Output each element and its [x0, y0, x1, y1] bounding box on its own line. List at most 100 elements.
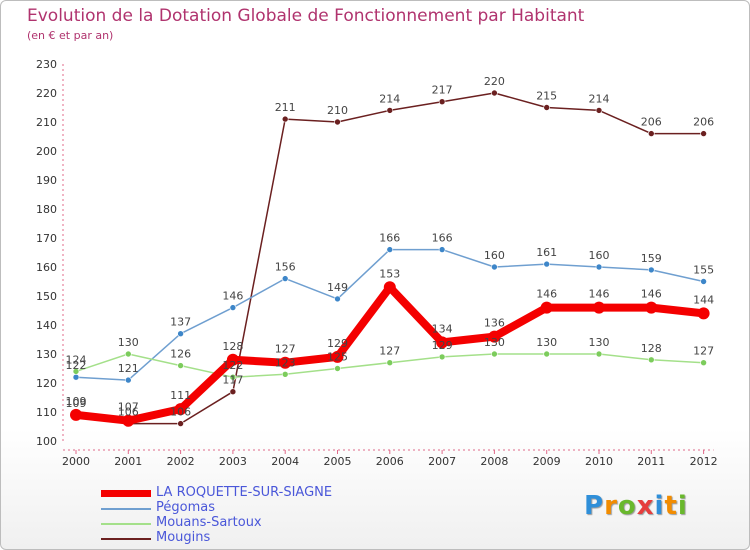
- data-label: 128: [641, 342, 662, 355]
- data-label: 220: [484, 75, 505, 88]
- x-tick-label: 2008: [480, 455, 508, 468]
- data-label: 128: [222, 340, 243, 353]
- data-point: [229, 388, 237, 396]
- x-tick-label: 2002: [167, 455, 195, 468]
- x-tick-label: 2009: [533, 455, 561, 468]
- data-label: 214: [379, 92, 400, 105]
- data-point: [488, 330, 501, 343]
- data-point: [438, 246, 446, 253]
- logo-letter: P: [584, 491, 605, 521]
- data-label: 155: [693, 264, 714, 277]
- data-point: [386, 107, 394, 114]
- y-tick-label: 110: [36, 406, 57, 419]
- data-label: 127: [693, 345, 714, 358]
- data-label: 106: [118, 406, 139, 419]
- data-label: 206: [693, 116, 714, 129]
- data-label: 206: [641, 116, 662, 129]
- data-label: 136: [484, 317, 505, 330]
- data-point: [229, 304, 237, 311]
- data-label: 215: [536, 90, 557, 103]
- data-label: 149: [327, 281, 348, 294]
- data-label: 146: [641, 288, 662, 301]
- y-tick-label: 160: [36, 261, 57, 274]
- x-tick-label: 2000: [62, 455, 90, 468]
- data-point: [491, 263, 498, 271]
- data-point: [281, 115, 289, 123]
- data-point: [645, 301, 658, 314]
- data-label: 123: [275, 356, 296, 369]
- y-tick-label: 120: [36, 377, 57, 390]
- data-label: 126: [170, 348, 191, 361]
- y-tick-label: 130: [36, 348, 57, 361]
- y-tick-label: 100: [36, 435, 57, 448]
- data-point: [386, 359, 394, 367]
- series-mougins: [72, 89, 707, 427]
- data-label: 125: [327, 351, 348, 364]
- data-point: [70, 408, 82, 421]
- data-label: 210: [327, 104, 348, 117]
- series-la-roquette-sur-siagne: [70, 281, 710, 427]
- y-tick-label: 190: [36, 174, 57, 187]
- chart-subtitle: (en € et par an): [27, 29, 114, 42]
- data-label: 130: [484, 336, 505, 349]
- data-point: [177, 330, 184, 338]
- data-label: 144: [693, 293, 714, 306]
- data-label: 127: [379, 345, 400, 358]
- data-label: 122: [66, 359, 87, 372]
- data-point: [697, 307, 710, 320]
- legend-swatch: [101, 538, 151, 540]
- series-layer: [70, 89, 710, 427]
- data-label: 130: [118, 336, 139, 349]
- data-point: [491, 89, 498, 97]
- legend-label: Mouans-Sartoux: [156, 515, 262, 530]
- legend-swatch: [101, 508, 151, 510]
- data-label: 153: [379, 267, 400, 280]
- data-label: 146: [222, 290, 243, 303]
- x-tick-label: 2003: [219, 455, 247, 468]
- x-tick-label: 2011: [637, 455, 665, 468]
- data-label: 166: [379, 232, 400, 245]
- data-point: [700, 278, 707, 285]
- series-p-gomas: [72, 246, 707, 384]
- data-label: 217: [432, 84, 453, 97]
- chart-axes: 100 110 120 130 140 150 160 170 180 190 200 210 220 2…: [36, 58, 718, 468]
- x-tick-label: 2010: [585, 455, 613, 468]
- data-point: [543, 350, 551, 358]
- data-point: [331, 350, 344, 363]
- logo-letter: r: [604, 491, 618, 521]
- legend-swatch: [101, 490, 151, 497]
- data-point: [438, 98, 446, 105]
- data-label: 127: [275, 343, 296, 356]
- data-point: [125, 350, 132, 358]
- data-point: [647, 130, 655, 137]
- data-label: 137: [170, 316, 191, 329]
- data-point: [229, 373, 237, 381]
- y-tick-label: 150: [36, 290, 57, 303]
- data-point: [279, 356, 292, 369]
- data-point: [125, 376, 132, 384]
- data-point: [438, 353, 446, 361]
- data-label: 214: [589, 92, 610, 105]
- data-point: [436, 336, 449, 349]
- logo-letter: t: [664, 491, 678, 521]
- data-point: [383, 281, 396, 294]
- data-label: 211: [275, 101, 296, 114]
- logo-letter: o: [617, 491, 637, 521]
- data-label: 160: [589, 249, 610, 262]
- data-label: 106: [170, 406, 191, 419]
- data-label: 159: [641, 252, 662, 265]
- data-point: [177, 362, 184, 369]
- data-label: 111: [170, 389, 191, 402]
- y-tick-label: 230: [36, 58, 57, 71]
- data-point: [334, 295, 341, 303]
- data-point: [72, 368, 80, 375]
- y-tick-label: 180: [36, 203, 57, 216]
- data-point: [281, 275, 289, 282]
- data-label-layer: 109 106 106 117 211 210 214 217 220 215 214 206 206 1…: [66, 75, 715, 419]
- data-label: 130: [536, 336, 557, 349]
- y-tick-label: 220: [36, 87, 57, 100]
- legend-label: Mougins: [156, 530, 211, 545]
- data-point: [595, 350, 603, 358]
- data-label: 130: [589, 336, 610, 349]
